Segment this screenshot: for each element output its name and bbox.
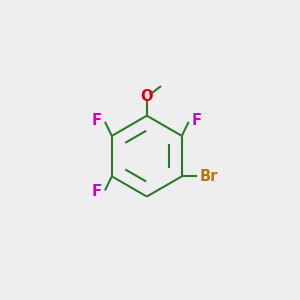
- Text: Br: Br: [200, 169, 218, 184]
- Text: F: F: [92, 113, 102, 128]
- Text: F: F: [192, 113, 202, 128]
- Text: F: F: [92, 184, 102, 199]
- Text: O: O: [141, 88, 153, 104]
